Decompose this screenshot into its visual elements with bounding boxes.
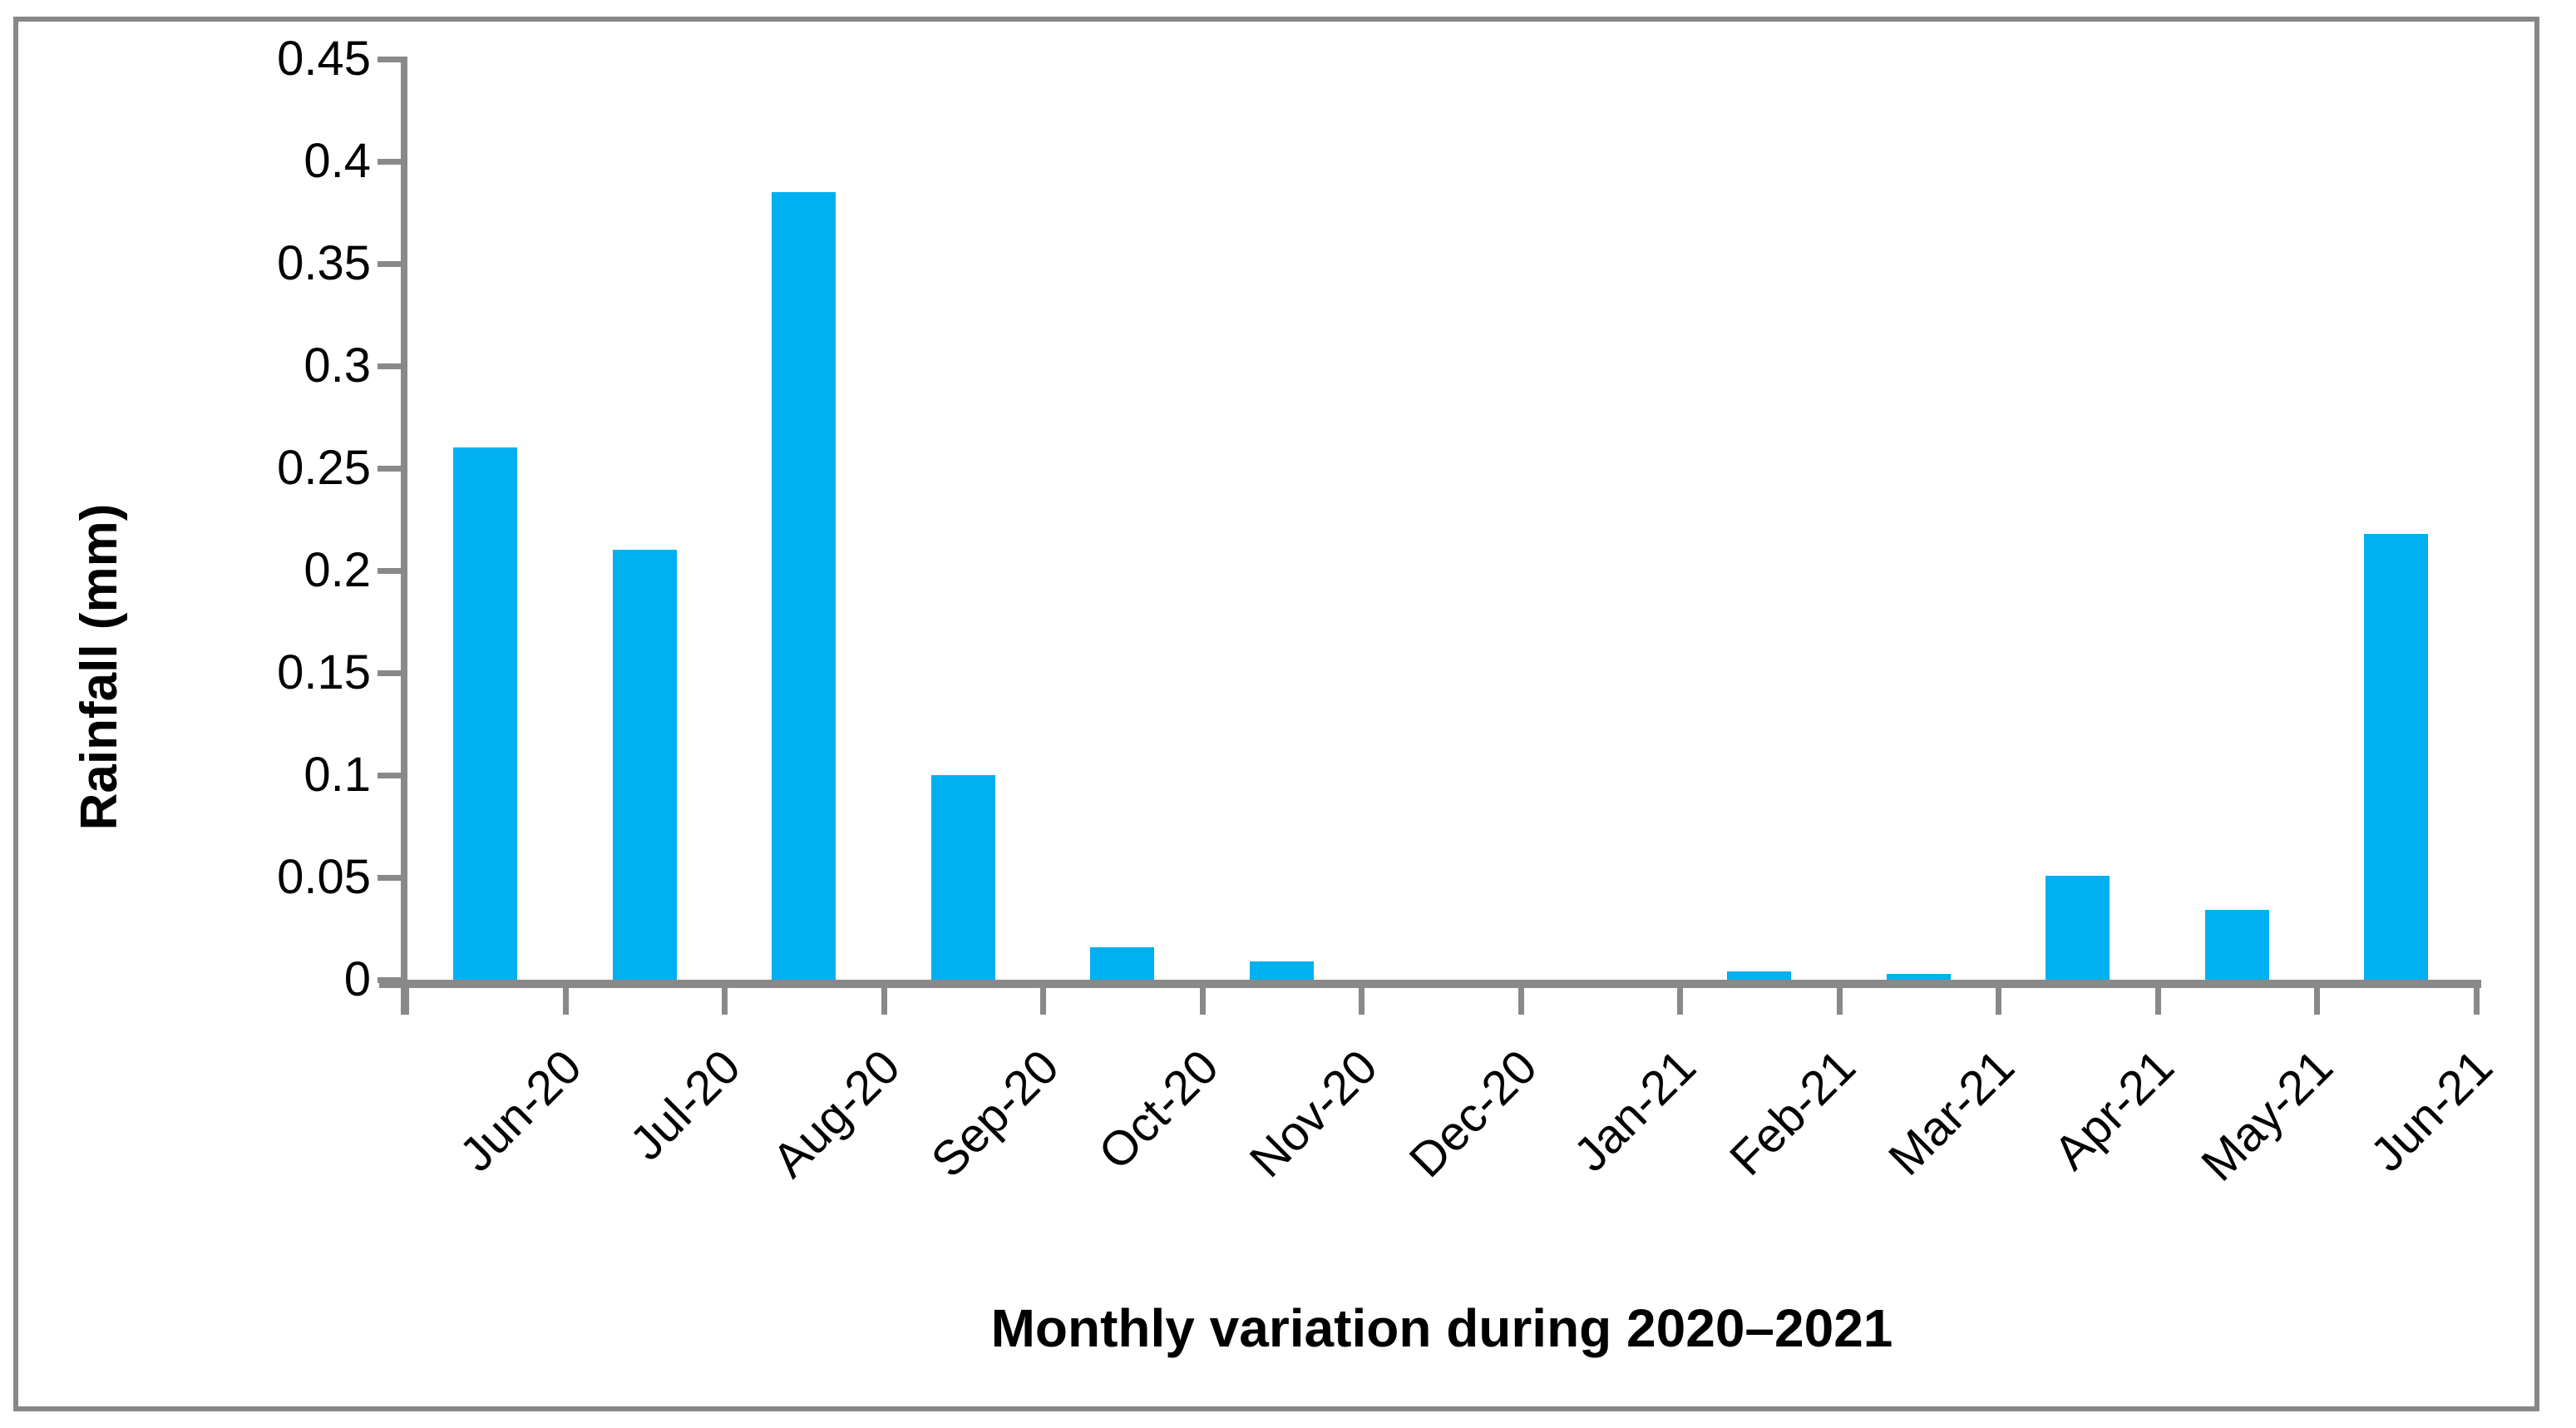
x-tick-11	[2155, 980, 2161, 1015]
y-tick-0.25	[378, 466, 406, 472]
bar-feb-21	[1727, 971, 1791, 980]
x-axis-line	[379, 980, 2481, 988]
x-tick-3	[881, 980, 887, 1015]
y-tick-0.05	[378, 875, 406, 881]
y-tick-label-0.45: 0.45	[277, 32, 371, 86]
y-tick-0.3	[378, 363, 406, 369]
y-tick-label-0.1: 0.1	[303, 748, 371, 802]
x-tick-10	[1996, 980, 2001, 1015]
x-tick-12	[2314, 980, 2320, 1015]
bar-jun-20	[453, 447, 517, 980]
bar-mar-21	[1887, 974, 1951, 980]
y-tick-label-0.25: 0.25	[277, 441, 371, 495]
bar-apr-21	[2046, 876, 2110, 980]
y-tick-label-0.3: 0.3	[303, 338, 371, 393]
bar-oct-20	[1090, 947, 1154, 980]
y-tick-0.2	[378, 568, 406, 574]
y-axis-line	[401, 57, 407, 1015]
y-axis-title: Rainfall (mm)	[71, 503, 128, 831]
y-tick-label-0.2: 0.2	[303, 543, 371, 597]
x-tick-9	[1837, 980, 1843, 1015]
y-tick-0.45	[378, 57, 406, 62]
x-axis-title: Monthly variation during 2020–2021	[990, 1298, 1893, 1358]
bar-sep-20	[931, 775, 995, 980]
bar-may-21	[2205, 910, 2269, 980]
bar-nov-20	[1250, 961, 1314, 980]
bar-aug-20	[772, 192, 836, 980]
y-tick-0.15	[378, 670, 406, 676]
x-tick-1	[563, 980, 569, 1015]
x-tick-4	[1040, 980, 1046, 1015]
y-tick-0.1	[378, 773, 406, 778]
y-tick-label-0.35: 0.35	[277, 236, 371, 290]
y-tick-0.35	[378, 261, 406, 267]
x-tick-13	[2474, 980, 2480, 1015]
bar-jun-21	[2364, 534, 2428, 980]
y-tick-label-0.15: 0.15	[277, 645, 371, 699]
x-tick-5	[1200, 980, 1206, 1015]
x-tick-7	[1518, 980, 1524, 1015]
y-tick-label-0: 0	[343, 952, 371, 1006]
x-tick-6	[1359, 980, 1364, 1015]
x-tick-2	[722, 980, 728, 1015]
y-tick-0.4	[378, 159, 406, 165]
y-tick-label-0.05: 0.05	[277, 850, 371, 904]
bar-jul-20	[613, 550, 677, 980]
x-tick-8	[1677, 980, 1683, 1015]
chart-outer-border	[13, 17, 2539, 1411]
y-tick-label-0.4: 0.4	[303, 134, 371, 188]
